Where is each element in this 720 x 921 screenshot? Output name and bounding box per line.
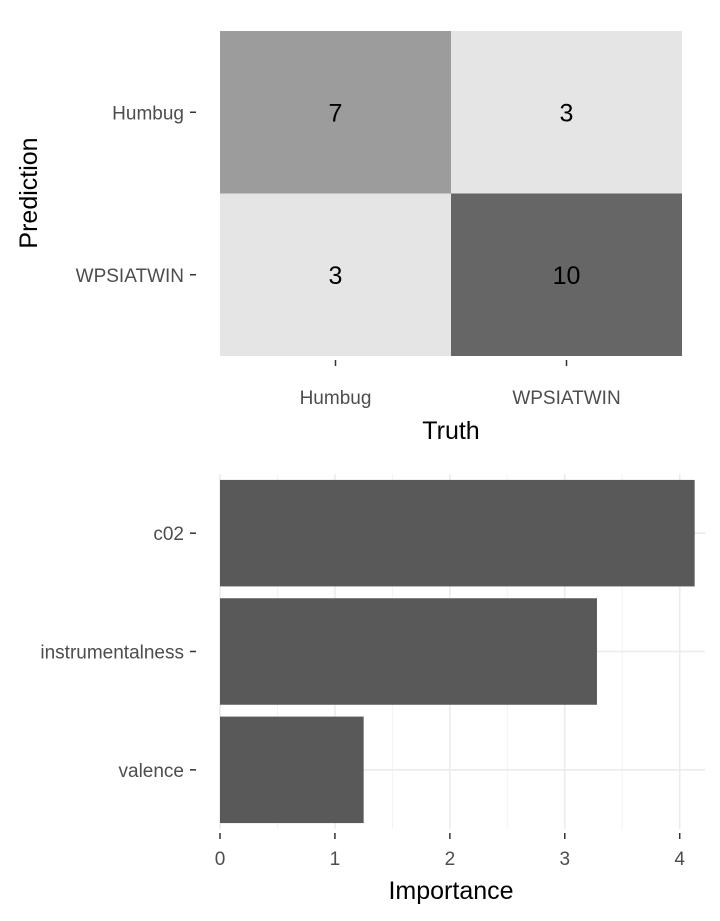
cm-cell-value: 3 bbox=[329, 262, 343, 290]
bar-x-tick-label: 3 bbox=[559, 849, 570, 870]
bar-y-tick-label: c02 bbox=[153, 524, 184, 545]
cm-cell-humbug-wpsiatwin bbox=[451, 31, 682, 194]
bar-c02 bbox=[220, 479, 695, 587]
cm-cell-value: 10 bbox=[553, 262, 581, 290]
cm-cell-wpsiatwin-wpsiatwin bbox=[451, 193, 682, 356]
cm-cell-wpsiatwin-humbug bbox=[220, 193, 451, 356]
bar-x-axis-title: Importance bbox=[388, 877, 513, 905]
cm-y-tick-label: Humbug bbox=[112, 103, 184, 124]
bar-valence bbox=[220, 716, 364, 824]
cm-cell-humbug-humbug bbox=[220, 31, 451, 194]
bar-y-tick-label: instrumentalness bbox=[40, 643, 184, 664]
bar-x-tick-label: 0 bbox=[215, 849, 226, 870]
cm-x-axis-title: Truth bbox=[422, 417, 479, 445]
confusion-matrix-panel: 7 3 3 10 Humbug WPSIATWIN Humbug WPSIATWIN Tru… bbox=[15, 31, 682, 445]
cm-x-tick-label: Humbug bbox=[300, 388, 372, 409]
bar-instrumentalness bbox=[220, 598, 597, 705]
cm-cell-value: 3 bbox=[560, 99, 574, 127]
bar-x-tick-label: 4 bbox=[674, 849, 685, 870]
importance-bar-panel: 0 1 2 3 4 c02 instrumentalness valence Importan… bbox=[40, 474, 705, 905]
cm-y-axis-title: Prediction bbox=[15, 137, 43, 248]
bar-x-tick-label: 2 bbox=[445, 849, 456, 870]
bar-x-tick-label: 1 bbox=[330, 849, 341, 870]
cm-cell-value: 7 bbox=[329, 99, 343, 127]
bar-y-tick-label: valence bbox=[119, 761, 185, 782]
cm-x-tick-label: WPSIATWIN bbox=[512, 388, 620, 409]
cm-y-tick-label: WPSIATWIN bbox=[76, 266, 184, 287]
